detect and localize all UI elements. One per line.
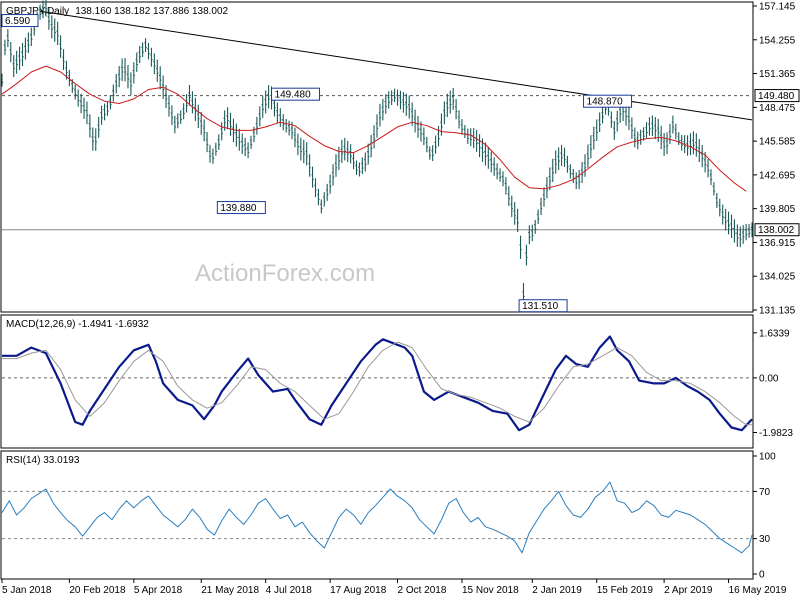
x-axis-tick-label: 2 Apr 2019 <box>664 585 713 596</box>
x-axis-tick-label: 5 Apr 2018 <box>134 585 183 596</box>
annotation-box <box>518 299 568 313</box>
x-axis-tick-label: 4 Jul 2018 <box>266 585 313 596</box>
annotation-label: 149.480 <box>275 90 312 101</box>
macd-title: MACD(12,26,9) -1.4941 -1.6932 <box>6 319 149 330</box>
price-y-axis-tick-label: 151.365 <box>759 69 796 80</box>
x-axis-tick-label: 21 May 2018 <box>201 585 259 596</box>
rsi-panel-frame <box>0 450 754 580</box>
price-y-axis-tick-label: 136.915 <box>759 238 796 249</box>
price-y-axis: 157.145 154.255 151.365 148.475 145.585 142.6… <box>753 2 796 317</box>
rsi-y-axis: 100 70 30 0 <box>753 452 776 581</box>
highlight-level-box <box>754 89 800 103</box>
rsi-y-axis-tick-label: 0 <box>759 570 765 581</box>
rsi-y-axis-tick-label: 30 <box>759 534 771 545</box>
rsi-y-axis-tick-label: 70 <box>759 487 771 498</box>
price-y-axis-tick-label: 145.585 <box>759 137 796 148</box>
macd-line <box>2 335 753 432</box>
price-y-axis-tick-label: 157.145 <box>759 2 796 13</box>
price-y-axis-tick-label: 148.475 <box>759 103 796 114</box>
rsi-line <box>1 481 753 554</box>
price-y-axis-tick-label: 142.695 <box>759 170 796 181</box>
rsi-series-group <box>1 481 753 554</box>
price-panel-frame <box>0 1 754 313</box>
annotation-label: 148.870 <box>587 97 624 108</box>
trendline <box>40 10 753 121</box>
macd-panel-frame <box>0 314 754 449</box>
price-annotations: 6.590 149.480 148.870 139.880 131.510 <box>1 14 633 313</box>
price-y-axis-tick-label: 154.255 <box>759 35 796 46</box>
x-axis-tick-label: 17 Aug 2018 <box>330 585 387 596</box>
macd-y-axis-tick-label: 1.6339 <box>759 328 790 339</box>
price-y-axis-tick-label: 139.805 <box>759 204 796 215</box>
annotation-box <box>271 87 321 101</box>
annotation-box <box>583 94 633 108</box>
highlight-level-label: 138.002 <box>758 225 795 236</box>
price-y-axis-tick-label: 131.135 <box>759 306 796 317</box>
x-axis-tick-label: 16 May 2019 <box>729 585 787 596</box>
highlight-level-box <box>754 223 800 237</box>
price-series-group <box>0 0 754 306</box>
moving-average-line <box>1 65 747 192</box>
annotation-box <box>216 201 266 215</box>
macd-y-axis: 1.6339 0.00 -1.9823 <box>753 328 793 439</box>
x-axis: 5 Jan 2018 20 Feb 2018 5 Apr 2018 21 May 20… <box>1 579 787 596</box>
rsi-panel: RSI(14) 33.0193 100 70 30 0 <box>0 450 776 581</box>
x-axis-tick-label: 2 Oct 2018 <box>398 585 447 596</box>
annotation-label: 6.590 <box>5 16 30 27</box>
annotation-label: 139.880 <box>220 203 257 214</box>
signal-line <box>2 341 752 426</box>
macd-y-axis-tick-label: -1.9823 <box>759 428 793 439</box>
rsi-y-axis-tick-label: 100 <box>759 452 776 463</box>
macd-series-group <box>2 335 753 432</box>
highlight-level-label: 149.480 <box>758 91 795 102</box>
x-axis-tick-label: 15 Nov 2018 <box>462 585 519 596</box>
annotation-box <box>1 14 39 28</box>
rsi-title: RSI(14) 33.0193 <box>6 455 80 466</box>
macd-panel: MACD(12,26,9) -1.4941 -1.6932 1.6339 0.00… <box>0 314 793 449</box>
rsi-guide-lines <box>2 490 752 540</box>
x-axis-tick-label: 5 Jan 2018 <box>2 585 52 596</box>
watermark: ActionForex.com <box>195 260 375 287</box>
x-axis-tick-label: 20 Feb 2018 <box>69 585 126 596</box>
x-axis-tick-label: 2 Jan 2019 <box>532 585 582 596</box>
macd-y-axis-tick-label: 0.00 <box>759 373 779 384</box>
annotation-label: 131.510 <box>522 301 559 312</box>
x-axis-tick-label: 15 Feb 2019 <box>597 585 654 596</box>
price-y-axis-tick-label: 134.025 <box>759 272 796 283</box>
